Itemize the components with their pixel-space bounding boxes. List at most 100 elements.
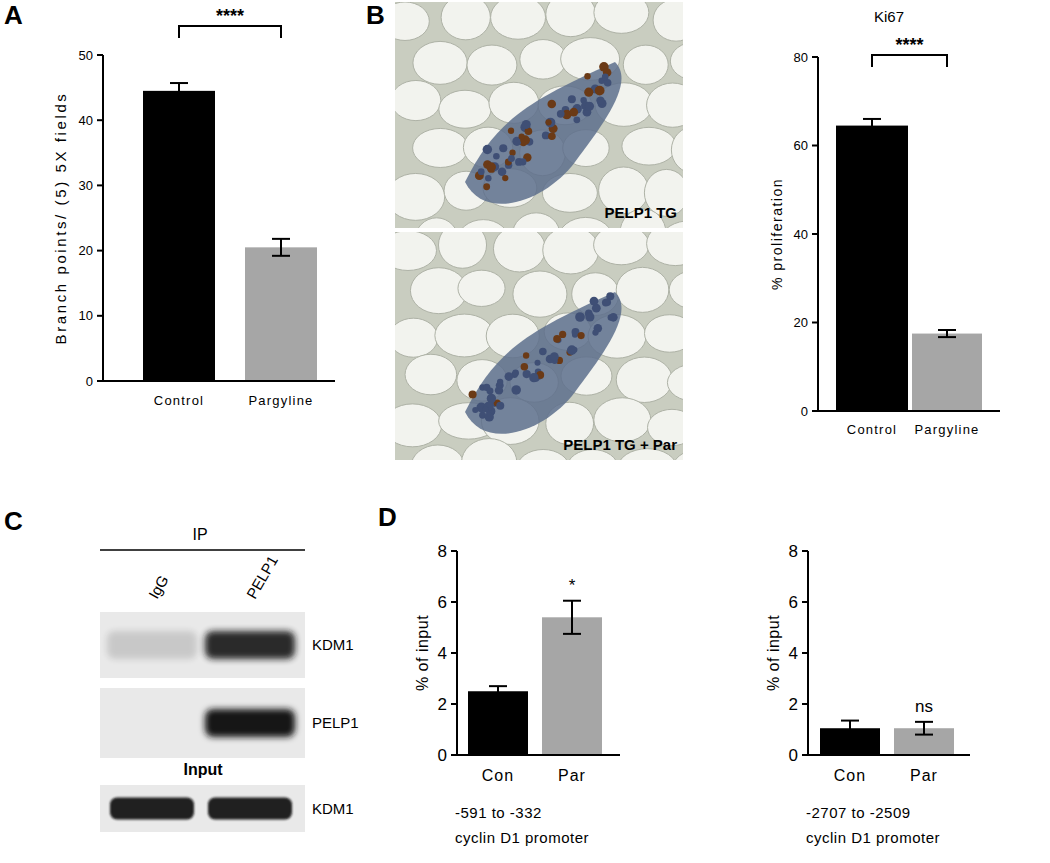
x-tick-label: Control (154, 393, 204, 408)
nucleus (573, 116, 580, 123)
adipocyte (616, 357, 672, 402)
adipocyte (647, 232, 683, 266)
nucleus (469, 391, 477, 399)
nucleus (485, 175, 492, 182)
significance-bracket (179, 26, 281, 38)
nucleus (529, 373, 538, 382)
adipocyte (435, 314, 494, 357)
y-tick-label: 8 (789, 542, 798, 561)
y-axis-label: % proliferation (769, 178, 785, 290)
y-tick-label: 0 (438, 746, 447, 765)
adipocyte (616, 267, 669, 312)
x-axis (808, 754, 970, 756)
x-axis (818, 410, 1000, 412)
y-tick-label: 6 (789, 593, 798, 612)
adipocyte (395, 80, 441, 120)
blot-header: Input (183, 761, 223, 778)
y-tick (812, 56, 818, 58)
nucleus (519, 133, 525, 139)
nucleus (596, 96, 604, 104)
annotation: **** (895, 35, 923, 55)
adipocyte (671, 126, 683, 173)
nucleus (590, 297, 599, 306)
y-tick-label: 8 (438, 542, 447, 561)
y-tick-label: 10 (79, 308, 93, 323)
nucleus (478, 168, 485, 175)
x-axis-label: -2707 to -2509 (806, 804, 911, 821)
adipocyte (457, 220, 510, 228)
y-tick-label: 20 (794, 315, 808, 330)
adipocyte (546, 2, 596, 37)
error-cap (489, 685, 507, 687)
bar-chart: 02468ConPar% of input-2707 to -2509cycli… (765, 542, 970, 846)
x-axis-label: -591 to -332 (455, 804, 542, 821)
y-tick (812, 322, 818, 324)
nucleus (609, 313, 618, 322)
nucleus (522, 120, 531, 129)
y-tick-label: 30 (79, 178, 93, 193)
adipocyte (411, 445, 465, 460)
panel-letter: B (366, 0, 385, 30)
blot-header-line (100, 549, 305, 551)
y-tick-label: 0 (801, 404, 808, 419)
y-tick-label: 0 (86, 374, 93, 389)
adipocyte (395, 2, 429, 40)
nucleus (550, 352, 559, 361)
nucleus (496, 402, 504, 410)
bar (836, 126, 908, 411)
adipocyte (395, 173, 445, 220)
micrograph: PELP1 TG (381, 0, 721, 265)
nucleus (567, 345, 577, 355)
nucleus (505, 372, 514, 381)
adipocyte (458, 270, 505, 306)
error-cap (915, 734, 933, 736)
nucleus (578, 332, 585, 339)
error-cap (841, 735, 859, 737)
y-tick (802, 652, 808, 654)
nucleus (497, 379, 503, 385)
x-tick-label: Control (847, 422, 897, 437)
y-tick-label: 4 (789, 644, 798, 663)
adipocyte (513, 271, 567, 317)
y-tick (812, 145, 818, 147)
blot-strip (100, 612, 305, 678)
adipocyte (623, 45, 668, 84)
error-bar (841, 721, 859, 736)
blot-header: IP (192, 526, 207, 543)
bar (468, 691, 528, 755)
error-bar (170, 83, 188, 99)
nucleus (502, 175, 508, 181)
error-bar (938, 330, 956, 337)
plot-area (820, 721, 954, 755)
y-tick (812, 410, 818, 412)
adipocyte (520, 40, 566, 80)
adipocyte (669, 270, 683, 309)
adipocyte (493, 232, 545, 272)
y-axis (102, 55, 104, 381)
y-tick (802, 601, 808, 603)
adipocyte (413, 41, 467, 84)
micrograph-image (395, 2, 683, 228)
nucleus (485, 412, 494, 421)
adipocyte (594, 2, 649, 33)
adipocyte (395, 318, 438, 357)
micrograph-image (395, 232, 683, 460)
error-line (497, 686, 499, 696)
error-line (571, 601, 573, 634)
error-line (871, 119, 873, 132)
adipocyte (661, 221, 683, 228)
figure: ABCD01020304050ControlPargylineBranch po… (0, 0, 1050, 863)
blot-strip (100, 785, 305, 832)
y-tick-label: 6 (438, 593, 447, 612)
nucleus (548, 132, 556, 140)
error-cap (863, 118, 881, 120)
nucleus (472, 407, 478, 413)
nucleus (602, 299, 610, 307)
adipocyte (513, 213, 560, 228)
bar-chart: 01020304050ControlPargylineBranch points… (52, 6, 335, 408)
y-tick (97, 380, 103, 382)
x-axis (103, 380, 335, 382)
adipocyte (543, 232, 599, 274)
error-cap (563, 633, 581, 635)
nucleus (498, 167, 507, 176)
